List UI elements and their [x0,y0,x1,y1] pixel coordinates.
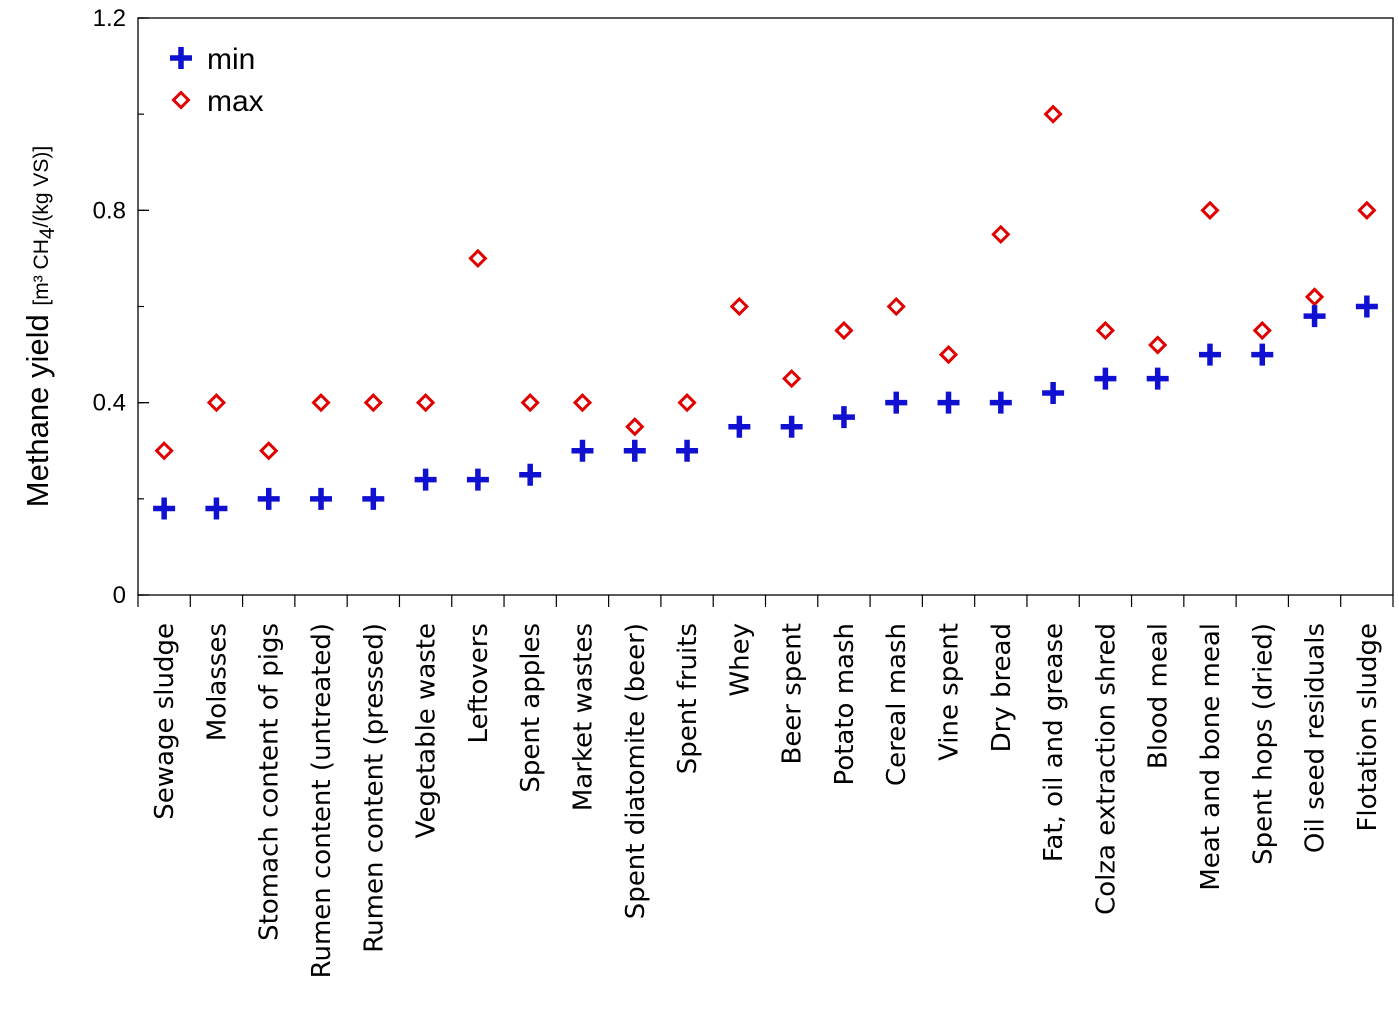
point-max [1200,200,1220,220]
x-category-label: Fat, oil and grease [1039,623,1069,862]
point-max [1357,200,1377,220]
x-category-label: Vine spent [935,623,965,761]
point-min [1198,343,1221,366]
legend-marker-min [170,47,192,69]
point-min [780,415,803,438]
point-min [519,463,542,486]
legend-label-min: min [207,43,255,76]
point-max [938,344,959,365]
point-max [1304,287,1325,307]
x-category-label: Stomach content of pigs [255,623,285,941]
point-min [310,487,333,510]
point-min [1303,305,1326,328]
point-min [571,439,594,462]
x-category-label: Cereal mash [882,623,912,786]
point-min [1355,295,1378,318]
x-category-label: Oil seed residuals [1301,623,1331,853]
point-min [362,487,385,510]
legend: min max [170,43,264,118]
x-category-label: Spent diatomite (beer) [621,623,651,919]
y-tick-label: 0 [113,582,126,609]
x-category-label: Vegetable waste [412,623,442,838]
x-category-label: Flotation sludge [1353,623,1383,832]
point-max [782,369,802,389]
x-category-label: Dry bread [987,623,1017,752]
x-category-label: Sewage sludge [150,623,180,820]
x-category-label: Potato mash [830,623,860,785]
point-min [1146,367,1169,390]
x-category-label: Spent fruits [673,623,703,774]
x-category-label: Beer spent [778,623,808,765]
point-max [1252,320,1272,341]
point-min [885,391,908,414]
y-tick-label: 0.4 [93,390,126,417]
point-max [834,320,854,341]
x-category-label: Meat and bone meal [1196,623,1226,891]
y-tick-label: 0.8 [93,197,126,224]
y-tick-label: 1.2 [93,5,126,32]
point-max [1148,335,1168,355]
point-min [832,406,855,429]
point-max [625,417,645,437]
point-max [1043,104,1063,124]
point-min [1251,343,1274,366]
point-min [1042,382,1065,405]
axes: 0 0.4 0.8 1.2 Sewage sludge Molasses Stomach c… [20,5,1394,978]
legend-label-max: max [207,85,264,118]
legend-marker-max [171,90,191,110]
point-min [676,439,699,462]
point-max [468,248,488,269]
plot-frame [137,17,1394,596]
x-category-label: Whey [725,623,755,697]
chart-marks [153,104,1378,520]
x-category-label: Spent apples [516,623,546,793]
point-max [886,296,906,317]
point-min [623,439,646,462]
series-max [154,104,1377,461]
point-min [257,487,280,510]
point-min [466,468,489,491]
x-category-label: Spent hops (dried) [1248,623,1278,865]
point-max [415,393,436,413]
x-category-label: Rumen content (pressed) [359,623,389,953]
x-category-label: Market wastes [568,623,598,811]
point-max [991,224,1011,244]
point-max [206,393,227,413]
point-max [259,441,279,461]
y-axis-label: Methane yield [m³ CH4/(kg VS)] [20,146,59,508]
point-max [677,393,697,413]
point-max [154,441,174,461]
x-category-label: Colza extraction shred [1091,623,1121,915]
x-category-label: Leftovers [464,623,494,743]
series-min [153,295,1378,520]
point-max [1095,320,1116,341]
x-category-label: Rumen content (untreated) [307,623,337,978]
point-min [728,415,751,438]
point-min [205,497,228,520]
point-min [1094,367,1117,390]
point-min [414,468,437,491]
point-min [153,497,176,520]
point-max [311,393,331,413]
point-min [937,391,960,414]
point-min [989,391,1012,414]
point-max [572,393,593,413]
point-max [520,393,540,413]
point-max [363,393,383,413]
point-max [729,296,749,317]
x-category-label: Molasses [202,623,232,741]
x-category-label: Blood meal [1144,623,1174,769]
